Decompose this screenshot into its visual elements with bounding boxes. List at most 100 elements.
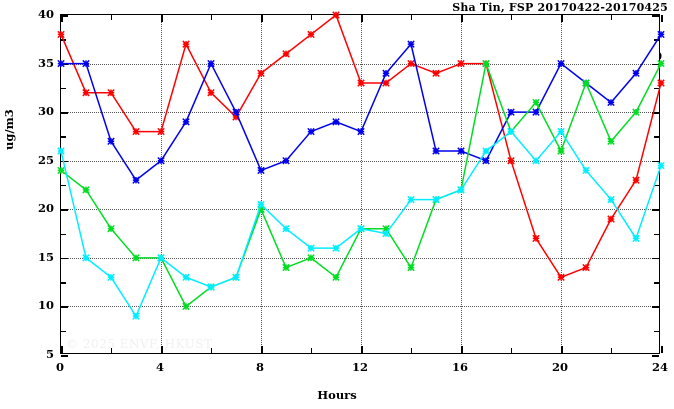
series-marker: [632, 176, 640, 184]
series-marker: [532, 234, 540, 243]
series-marker: [482, 147, 490, 155]
series-marker: [557, 59, 565, 68]
x-axis-title: Hours: [317, 388, 357, 402]
series-marker: [207, 88, 215, 97]
axis-tick-y: [652, 112, 659, 114]
series-marker: [332, 244, 340, 252]
series-marker: [132, 127, 140, 136]
grid-line-horizontal: [61, 112, 659, 114]
axis-tick-y-minor: [654, 136, 659, 138]
series-marker: [407, 59, 415, 68]
series-marker: [82, 59, 90, 68]
series-marker: [82, 254, 90, 262]
series-marker: [357, 127, 365, 136]
series-marker: [382, 229, 390, 238]
axis-tick-y-minor: [654, 39, 659, 41]
y-tick-label: 20: [37, 201, 54, 216]
series-marker: [157, 254, 165, 262]
series-marker: [582, 263, 590, 272]
axis-tick-y-minor: [654, 282, 659, 284]
series-marker: [107, 273, 115, 282]
axis-tick-x-minor: [211, 348, 213, 353]
series-marker: [82, 186, 90, 194]
series-layer: [57, 11, 665, 320]
series-marker: [232, 273, 240, 282]
series-marker: [307, 30, 315, 39]
axis-tick-y-minor: [61, 330, 66, 333]
data-series: [57, 11, 665, 282]
axis-tick-y-minor: [654, 185, 659, 187]
series-line: [60, 130, 662, 318]
series-marker: [357, 79, 365, 87]
series-marker: [132, 312, 140, 320]
series-marker: [182, 302, 190, 311]
series-marker: [132, 176, 140, 184]
axis-tick-x: [261, 15, 263, 22]
x-tick-label: 12: [351, 360, 368, 374]
axis-tick-x-minor: [111, 15, 113, 20]
series-marker: [332, 118, 340, 126]
series-marker: [457, 59, 465, 68]
series-marker: [557, 147, 565, 155]
x-tick-label: 0: [55, 360, 64, 374]
series-marker: [282, 50, 290, 58]
axis-tick-x-minor: [311, 15, 313, 20]
axis-tick-x-minor: [211, 15, 213, 20]
axis-tick-x: [561, 15, 563, 22]
axis-tick-y: [61, 160, 68, 163]
axis-tick-x-minor: [111, 348, 113, 353]
axis-tick-y: [61, 112, 68, 114]
data-series: [57, 30, 665, 184]
plot-area: [57, 11, 665, 357]
grid-line-vertical: [261, 15, 262, 353]
axis-tick-x: [461, 346, 463, 353]
series-marker: [532, 98, 540, 107]
grid-line-horizontal: [61, 160, 659, 162]
axis-tick-x-minor: [511, 15, 513, 20]
axis-tick-x: [161, 346, 163, 353]
y-tick-label: 10: [37, 298, 54, 313]
series-marker: [182, 118, 190, 126]
grid-line-vertical: [561, 15, 562, 353]
series-marker: [257, 205, 265, 214]
series-marker: [657, 30, 665, 39]
series-marker: [657, 161, 665, 170]
axis-tick-x-minor: [411, 15, 413, 20]
series-marker: [632, 234, 640, 243]
x-tick-label: 8: [255, 360, 264, 374]
series-marker: [557, 127, 565, 136]
axis-tick-y: [61, 355, 68, 357]
x-tick-label: 4: [155, 360, 164, 374]
series-marker: [482, 156, 490, 165]
series-marker: [282, 224, 290, 233]
axis-tick-x-minor: [611, 348, 613, 353]
series-marker: [582, 166, 590, 175]
series-marker: [457, 147, 465, 155]
series-marker: [307, 127, 315, 136]
series-marker: [257, 69, 265, 78]
axis-tick-y-minor: [61, 185, 66, 187]
series-marker: [632, 69, 640, 78]
axis-tick-y-minor: [61, 136, 66, 138]
axis-tick-x: [661, 15, 663, 22]
series-marker: [307, 244, 315, 252]
series-marker: [407, 263, 415, 272]
axis-tick-x: [461, 15, 463, 22]
x-tick-label: 20: [551, 360, 568, 374]
series-marker: [182, 40, 190, 48]
series-marker: [332, 273, 340, 282]
series-marker: [107, 224, 115, 233]
series-marker: [607, 98, 615, 107]
axis-tick-x-minor: [311, 348, 313, 353]
series-marker: [407, 195, 415, 204]
series-marker: [132, 254, 140, 262]
series-line: [61, 34, 662, 182]
axis-tick-x: [261, 346, 263, 353]
series-line: [60, 60, 662, 308]
grid-line-vertical: [161, 15, 162, 353]
series-marker: [582, 79, 590, 87]
axis-tick-x: [361, 15, 363, 22]
series-marker: [207, 59, 215, 68]
axis-tick-y: [652, 209, 659, 211]
